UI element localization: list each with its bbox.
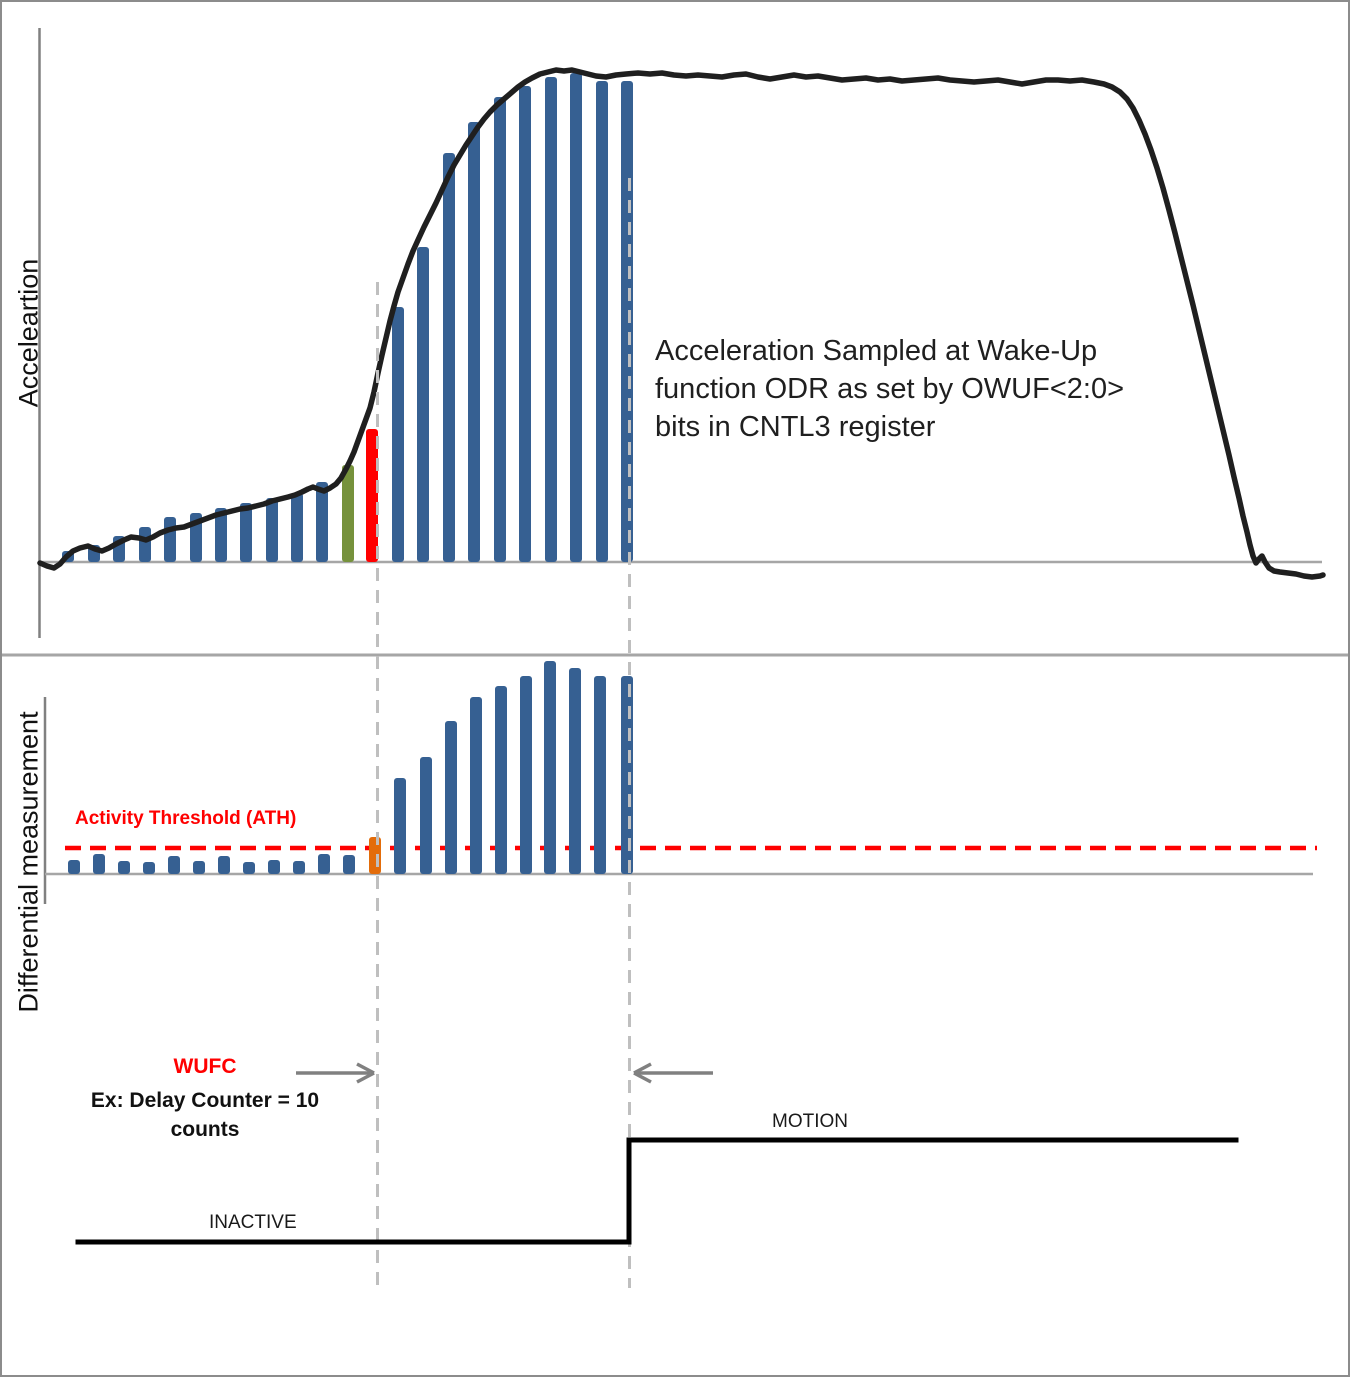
wufc-label: WUFC: [173, 1055, 237, 1078]
delay-counter-label: Ex: Delay Counter = 10 counts: [90, 1089, 320, 1141]
bottom-chart-y-axis-label: Differential measurement: [13, 711, 44, 1013]
inactive-state-label: INACTIVE: [209, 1212, 297, 1233]
activity-threshold-label: Activity Threshold (ATH): [75, 808, 297, 829]
top-chart-y-axis-label: Acceleartion: [13, 258, 44, 408]
sampling-odr-annotation: Acceleration Sampled at Wake-Up function…: [655, 335, 1125, 443]
motion-state-label: MOTION: [772, 1111, 848, 1132]
